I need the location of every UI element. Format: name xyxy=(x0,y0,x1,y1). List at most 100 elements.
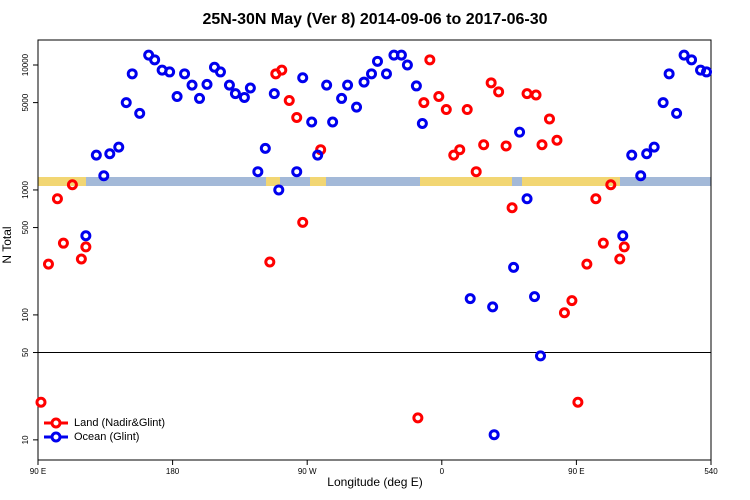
data-point xyxy=(506,202,518,214)
x-tick-label: 180 xyxy=(166,467,180,476)
data-point xyxy=(433,90,445,102)
data-point xyxy=(529,291,541,303)
data-point xyxy=(80,230,92,242)
legend-label: Land (Nadir&Glint) xyxy=(74,417,165,429)
x-tick-label: 90 E xyxy=(568,467,584,476)
data-point xyxy=(75,253,87,265)
data-point xyxy=(312,149,324,161)
data-point xyxy=(500,140,512,152)
y-tick-label: 50 xyxy=(21,348,30,357)
data-point xyxy=(412,412,424,424)
data-point xyxy=(194,92,206,104)
data-point xyxy=(259,142,271,154)
data-point xyxy=(366,68,378,80)
data-point xyxy=(536,139,548,151)
data-point xyxy=(521,88,533,100)
data-point xyxy=(113,141,125,153)
data-point xyxy=(98,170,110,182)
data-point xyxy=(214,66,226,78)
data-point xyxy=(648,141,660,153)
data-point xyxy=(581,258,593,270)
data-point xyxy=(572,396,584,408)
data-point xyxy=(395,49,407,61)
data-point xyxy=(252,166,264,178)
data-point xyxy=(590,193,602,205)
y-axis-label: N Total xyxy=(0,226,14,263)
data-point xyxy=(558,307,570,319)
data-point xyxy=(51,193,63,205)
data-point xyxy=(244,82,256,94)
data-point xyxy=(663,68,675,80)
data-point xyxy=(380,68,392,80)
data-point xyxy=(530,89,542,101)
data-point xyxy=(464,293,476,305)
data-point xyxy=(351,101,363,113)
x-tick-label: 90 W xyxy=(298,467,317,476)
data-point xyxy=(566,295,578,307)
data-point xyxy=(104,148,116,160)
data-point xyxy=(283,94,295,106)
data-point xyxy=(508,261,520,273)
data-point xyxy=(440,104,452,116)
data-point xyxy=(229,88,241,100)
y-tick-label: 5000 xyxy=(21,93,30,111)
data-point xyxy=(461,104,473,116)
data-point xyxy=(485,77,497,89)
data-point xyxy=(410,80,422,92)
data-point xyxy=(618,241,630,253)
data-point xyxy=(264,256,276,268)
legend-label: Ocean (Glint) xyxy=(74,431,139,443)
data-point xyxy=(597,237,609,249)
data-point xyxy=(321,79,333,91)
data-point xyxy=(268,88,280,100)
chart-title: 25N-30N May (Ver 8) 2014-09-06 to 2017-0… xyxy=(202,11,547,28)
data-point xyxy=(371,55,383,67)
data-point xyxy=(134,107,146,119)
x-tick-label: 540 xyxy=(704,467,718,476)
legend-marker xyxy=(50,417,62,429)
y-tick-label: 1000 xyxy=(21,181,30,199)
y-tick-label: 10 xyxy=(21,435,30,444)
data-point xyxy=(478,139,490,151)
data-point xyxy=(605,179,617,191)
data-point xyxy=(201,78,213,90)
x-axis-label: Longitude (deg E) xyxy=(327,475,422,489)
data-point xyxy=(327,116,339,128)
data-point xyxy=(514,126,526,138)
data-point xyxy=(57,237,69,249)
legend-marker xyxy=(50,431,62,443)
data-point xyxy=(401,59,413,71)
data-point xyxy=(171,90,183,102)
data-point xyxy=(521,193,533,205)
data-point xyxy=(306,116,318,128)
y-tick-label: 10000 xyxy=(21,53,30,76)
data-point xyxy=(223,79,235,91)
data-point xyxy=(179,68,191,80)
data-point xyxy=(291,166,303,178)
data-point xyxy=(164,66,176,78)
data-point xyxy=(416,118,428,130)
data-point xyxy=(454,144,466,156)
data-point xyxy=(535,350,547,362)
y-tick-label: 500 xyxy=(21,220,30,234)
data-point xyxy=(424,54,436,66)
data-point xyxy=(276,64,288,76)
data-point xyxy=(657,97,669,109)
data-point xyxy=(42,258,54,270)
data-point xyxy=(635,170,647,182)
x-tick-label: 90 E xyxy=(30,467,46,476)
data-point xyxy=(149,54,161,66)
data-point xyxy=(617,230,629,242)
data-point xyxy=(186,79,198,91)
data-point xyxy=(678,49,690,61)
land-ocean-strip xyxy=(38,177,711,186)
data-point xyxy=(238,91,250,103)
y-tick-label: 100 xyxy=(21,308,30,322)
x-tick-label: 0 xyxy=(440,467,445,476)
data-point xyxy=(358,76,370,88)
data-point xyxy=(35,396,47,408)
data-point xyxy=(551,134,563,146)
data-point xyxy=(336,92,348,104)
data-point xyxy=(66,179,78,191)
data-point xyxy=(487,301,499,313)
